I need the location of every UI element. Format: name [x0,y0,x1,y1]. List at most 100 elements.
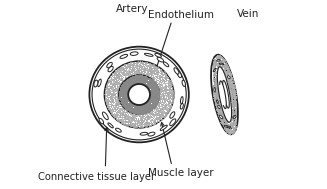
Point [122,97,127,100]
Point [231,94,236,97]
Point [213,56,218,59]
Point [137,60,142,63]
Point [127,69,132,72]
Point [219,66,224,69]
Point [143,107,148,110]
Point [215,111,220,114]
Point [125,98,130,101]
Point [138,78,143,81]
Point [215,87,220,90]
Point [131,104,136,107]
Point [154,97,159,100]
Point [152,88,157,91]
Point [119,88,124,91]
Point [119,91,124,94]
Point [129,117,135,120]
Point [134,104,140,107]
Point [148,66,153,69]
Point [127,122,132,125]
Point [145,119,150,122]
Point [150,86,156,89]
Point [149,78,154,81]
Point [225,80,231,83]
Point [149,85,154,88]
Point [214,85,219,88]
Point [211,67,216,70]
Point [227,76,232,79]
Point [160,78,165,81]
Point [108,85,113,88]
Point [104,83,109,86]
Point [125,100,130,103]
Point [231,120,236,123]
Point [218,106,223,109]
Point [221,114,226,117]
Point [158,101,163,105]
Point [150,111,155,114]
Point [108,99,113,102]
Point [119,87,125,90]
Point [125,97,130,100]
Point [110,80,115,83]
Point [215,63,220,66]
Point [135,104,141,107]
Point [157,111,162,114]
Point [212,71,217,74]
Point [143,110,148,113]
Point [152,69,157,72]
Point [155,83,161,86]
Point [147,86,152,89]
Point [151,82,157,85]
Point [142,106,147,109]
Point [141,77,146,81]
Point [217,117,222,120]
Point [115,112,120,115]
Point [146,72,151,75]
Point [150,81,155,84]
Point [128,103,133,106]
Point [153,100,158,103]
Point [221,65,227,68]
Point [156,90,161,93]
Point [158,98,163,101]
Point [160,77,165,80]
Point [121,86,127,89]
Point [232,97,238,100]
Point [142,76,147,79]
Point [154,108,159,111]
Point [119,93,124,96]
Point [128,61,133,64]
Point [155,88,161,91]
Point [232,101,237,104]
Point [140,126,145,129]
Point [124,88,129,91]
Point [157,110,163,113]
Point [226,132,231,135]
Point [164,108,169,111]
Point [104,93,110,96]
Point [213,60,218,63]
Point [119,97,124,100]
Point [230,89,235,92]
Point [162,102,167,105]
Point [121,99,126,102]
Point [137,64,143,67]
Point [106,94,112,97]
Point [129,77,135,80]
Point [125,87,130,90]
Point [126,85,131,88]
Point [141,105,146,108]
Point [211,88,216,91]
Point [135,74,140,77]
Point [153,86,158,89]
Point [110,98,115,101]
Point [218,117,223,120]
Point [138,109,144,112]
Point [165,96,171,99]
Point [149,115,154,118]
Point [217,64,222,67]
Point [124,81,129,84]
Point [136,81,141,84]
Point [108,76,113,79]
Point [132,121,137,124]
